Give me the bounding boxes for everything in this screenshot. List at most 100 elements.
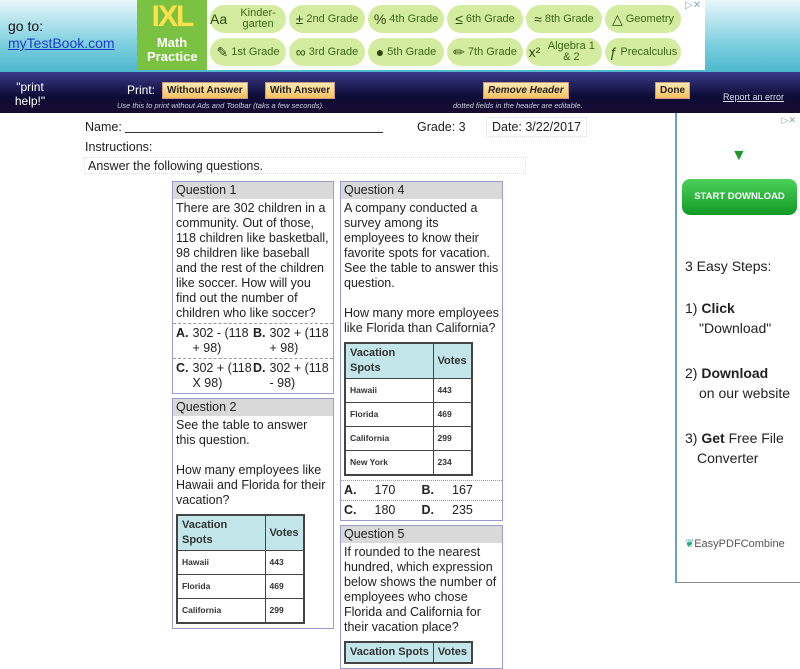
question-text: If rounded to the nearest hundred, which…: [344, 545, 497, 634]
ad-grade-link[interactable]: x² Algebra 1 & 2: [526, 38, 602, 66]
option-letter: A.: [344, 483, 357, 497]
spot-cell: Florida: [344, 402, 434, 427]
edit-hint: dotted fields in the header are editable…: [453, 101, 583, 110]
ad-grade-link[interactable]: ∞ 3rd Grade: [289, 38, 365, 66]
math-symbol-icon: %: [373, 10, 387, 27]
option-text: 302 + (118 - 98): [269, 361, 329, 390]
print-without-answer-button[interactable]: Without Answer: [162, 82, 248, 99]
ad-grade-link[interactable]: △ Geometry: [605, 5, 681, 33]
col-header: Votes: [264, 514, 305, 551]
grade[interactable]: Grade: 3: [417, 120, 466, 134]
print-help[interactable]: "print help!": [14, 80, 46, 108]
step-num: 3): [685, 430, 702, 446]
option-c[interactable]: C. 180: [344, 503, 422, 518]
question-text: How many more employees like Florida tha…: [344, 306, 499, 335]
print-hint: Use this to print without Ads and Toolba…: [117, 101, 325, 110]
spot-cell: California: [176, 598, 266, 624]
remove-header-button[interactable]: Remove Header: [483, 82, 569, 99]
done-button[interactable]: Done: [655, 82, 690, 99]
ad-grade-link[interactable]: ≈8th Grade: [526, 5, 602, 33]
ixl-ad[interactable]: IXL Math Practice Aa Kinder-garten ±2nd Gra…: [137, 0, 705, 70]
ad-grade-link[interactable]: ≤6th Grade: [447, 5, 523, 33]
votes-cell: 469: [264, 574, 305, 599]
ad-grade-link[interactable]: ● 5th Grade: [368, 38, 444, 66]
logo-top: IXL: [151, 0, 195, 33]
option-letter: B.: [421, 483, 435, 497]
col-header: Vacation Spots: [176, 514, 266, 551]
leaf-icon: ❦: [685, 538, 695, 550]
ad-grade-link[interactable]: Aa Kinder-garten: [210, 5, 286, 33]
step-text: Free File: [724, 430, 784, 446]
name-field[interactable]: [125, 132, 383, 133]
table-row: Florida 469: [344, 402, 473, 427]
question-2: Question 2 See the table to answer this …: [172, 398, 334, 629]
options-row: A. 170 B. 167: [341, 480, 502, 500]
report-error-link[interactable]: Report an error: [723, 92, 785, 102]
option-b[interactable]: B. 302 + (118 + 98): [253, 326, 330, 356]
instructions-field[interactable]: Answer the following questions.: [84, 157, 526, 174]
top-banner: go to: myTestBook.com IXL Math Practice Aa…: [0, 0, 800, 72]
col-header: Vacation Spots: [344, 342, 434, 379]
pill-label: 5th Grade: [387, 45, 437, 58]
col-header: Votes: [432, 342, 473, 379]
table-row: Hawaii 443: [344, 378, 473, 403]
ad-grade-link[interactable]: ±2nd Grade: [289, 5, 365, 33]
option-letter: B.: [253, 326, 266, 340]
pill-label: 6th Grade: [465, 12, 515, 25]
option-text: 302 + (118 X 98): [192, 361, 252, 390]
votes-cell: 299: [264, 598, 305, 624]
option-d[interactable]: D. 235: [422, 503, 500, 518]
option-a[interactable]: A. 170: [344, 483, 422, 498]
pill-label: 7th Grade: [467, 45, 517, 58]
arrow-down-icon: ▼: [731, 147, 747, 164]
ad-grade-link[interactable]: ƒ Precalculus: [605, 38, 681, 66]
option-text: 302 + (118 + 98): [269, 326, 329, 355]
goto-label: go to:: [8, 18, 44, 34]
right-ad[interactable]: ▷✕ ▼ START DOWNLOAD 3 Easy Steps: 1) Cli…: [675, 113, 800, 583]
print-with-answer-button[interactable]: With Answer: [265, 82, 336, 99]
vacation-table: Vacation Spots Votes: [344, 641, 473, 664]
step-text: "Download": [699, 320, 772, 336]
col-header: Vacation Spots: [344, 641, 434, 664]
question-column-1: Question 1 There are 302 children in a c…: [172, 181, 334, 629]
pill-label: 2nd Grade: [306, 12, 359, 25]
table-row: Florida 469: [176, 574, 305, 599]
step-1: 1) Click "Download": [685, 298, 797, 338]
option-c[interactable]: C. 302 + (118 X 98): [176, 361, 253, 391]
date[interactable]: Date: 3/22/2017: [486, 117, 587, 137]
table-row: California 299: [176, 598, 305, 624]
ad-close-icon[interactable]: ▷✕: [685, 0, 702, 11]
toolbar: "print help!" Print: Without Answer With…: [0, 72, 800, 113]
ad-grade-link[interactable]: ✏ 7th Grade: [447, 38, 523, 66]
pill-label: Precalculus: [620, 45, 678, 58]
table-row: Hawaii 443: [176, 550, 305, 575]
easypdf-logo[interactable]: ❦EasyPDFCombine: [685, 537, 785, 550]
table-row: California 299: [344, 426, 473, 451]
question-text: There are 302 children in a community. O…: [176, 201, 329, 320]
ixl-logo[interactable]: IXL Math Practice: [137, 0, 207, 70]
pill-label: 4th Grade: [389, 12, 439, 25]
vacation-table: Vacation Spots Votes Hawaii 443 Florida 469 Ca…: [176, 514, 305, 624]
pill-label: Geometry: [625, 12, 675, 25]
option-d[interactable]: D. 302 + (118 - 98): [253, 361, 330, 391]
ad-grade-link[interactable]: ✎ 1st Grade: [210, 38, 286, 66]
spot-cell: Florida: [176, 574, 266, 599]
option-text: 235: [452, 503, 473, 517]
spot-cell: New York: [344, 450, 434, 476]
ad-close-icon[interactable]: ▷✕: [781, 115, 796, 125]
start-download-button[interactable]: START DOWNLOAD: [682, 179, 797, 215]
option-text: 302 - (118 + 98): [192, 326, 249, 355]
math-symbol-icon: ●: [375, 43, 385, 60]
goto: go to: myTestBook.com: [8, 18, 128, 52]
option-b[interactable]: B. 167: [422, 483, 500, 498]
step-num: 2): [685, 365, 702, 381]
question-title: Question 1: [173, 182, 333, 199]
step-3: 3) Get Free File Converter: [685, 428, 797, 468]
mytestbook-link[interactable]: myTestBook.com: [8, 35, 115, 51]
option-a[interactable]: A. 302 - (118 + 98): [176, 326, 253, 356]
votes-cell: 443: [264, 550, 305, 575]
ad-grade-link[interactable]: % 4th Grade: [368, 5, 444, 33]
brand-name: EasyPDFCombine: [694, 538, 785, 550]
question-4: Question 4 A company conducted a survey …: [340, 181, 503, 521]
option-letter: C.: [344, 503, 357, 517]
